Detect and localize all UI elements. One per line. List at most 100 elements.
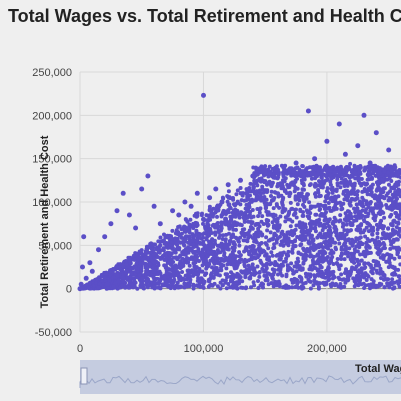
scatter-point bbox=[398, 280, 401, 284]
scatter-point bbox=[208, 276, 213, 281]
scatter-point bbox=[292, 270, 296, 275]
scatter-point bbox=[312, 167, 317, 172]
scatter-point bbox=[389, 168, 394, 173]
scatter-point bbox=[175, 273, 180, 278]
scatter-point bbox=[223, 216, 228, 221]
scatter-point bbox=[246, 197, 251, 202]
scatter-point bbox=[199, 213, 204, 218]
scatter-point bbox=[104, 281, 110, 287]
scatter-point bbox=[208, 242, 213, 247]
scatter-point bbox=[315, 235, 320, 240]
scatter-point bbox=[322, 179, 327, 184]
scatter-point bbox=[375, 235, 380, 240]
scatter-point bbox=[140, 282, 145, 287]
scatter-point bbox=[255, 264, 260, 269]
scatter-point bbox=[293, 160, 299, 166]
range-brush[interactable]: Total Wages bbox=[79, 360, 401, 394]
scatter-point bbox=[242, 227, 247, 232]
scatter-point bbox=[293, 239, 297, 244]
scatter-point bbox=[182, 199, 188, 205]
scatter-point bbox=[361, 198, 366, 203]
scatter-point bbox=[129, 282, 134, 287]
scatter-point bbox=[302, 177, 307, 182]
scatter-point bbox=[301, 260, 306, 265]
scatter-point bbox=[355, 259, 360, 264]
scatter-point bbox=[170, 208, 176, 214]
scatter-point bbox=[339, 176, 344, 181]
scatter-point bbox=[264, 266, 269, 271]
scatter-point bbox=[275, 203, 279, 208]
scatter-point bbox=[297, 264, 302, 269]
scatter-point bbox=[284, 241, 289, 246]
scatter-point bbox=[359, 183, 364, 188]
scatter-point bbox=[214, 252, 219, 257]
scatter-point bbox=[315, 253, 319, 258]
scatter-point bbox=[100, 278, 104, 283]
scatter-point bbox=[311, 260, 316, 265]
scatter-point bbox=[319, 212, 324, 216]
scatter-point bbox=[94, 280, 98, 285]
scatter-point bbox=[134, 253, 139, 258]
scatter-point bbox=[231, 280, 236, 285]
scatter-point bbox=[352, 260, 357, 265]
scatter-point bbox=[302, 252, 307, 257]
scatter-point bbox=[96, 285, 101, 290]
scatter-point bbox=[199, 250, 204, 255]
scatter-point bbox=[282, 179, 287, 184]
scatter-point bbox=[96, 247, 101, 253]
scatter-point bbox=[267, 164, 272, 169]
scatter-point bbox=[394, 211, 398, 215]
scatter-point bbox=[239, 191, 244, 196]
scatter-point bbox=[389, 198, 394, 203]
scatter-point bbox=[369, 206, 374, 211]
scatter-point bbox=[128, 259, 132, 263]
scatter-point bbox=[170, 246, 175, 251]
scatter-point bbox=[365, 221, 370, 226]
scatter-point bbox=[302, 199, 307, 204]
scatter-point bbox=[330, 255, 335, 259]
scatter-point bbox=[315, 272, 320, 277]
scatter-point bbox=[83, 275, 89, 281]
scatter-point bbox=[256, 279, 260, 283]
scatter-point bbox=[144, 244, 149, 249]
scatter-point bbox=[86, 285, 91, 290]
scatter-point bbox=[156, 247, 161, 252]
scatter-point bbox=[283, 176, 288, 181]
scatter-point bbox=[275, 167, 280, 173]
scatter-point bbox=[395, 196, 399, 201]
scatter-point bbox=[349, 173, 355, 179]
scatter-point bbox=[325, 221, 330, 226]
brush-handle[interactable] bbox=[80, 367, 88, 385]
scatter-point bbox=[161, 246, 166, 251]
scatter-point bbox=[393, 267, 398, 272]
scatter-point bbox=[381, 210, 386, 215]
scatter-point bbox=[307, 200, 312, 205]
scatter-point bbox=[225, 257, 230, 262]
scatter-point bbox=[330, 237, 335, 242]
scatter-point bbox=[258, 179, 263, 184]
scatter-point bbox=[348, 211, 353, 216]
scatter-point bbox=[325, 177, 330, 182]
scatter-point bbox=[395, 202, 400, 207]
scatter-point bbox=[254, 251, 258, 256]
scatter-point bbox=[343, 211, 348, 216]
scatter-point bbox=[321, 275, 326, 280]
scatter-point bbox=[377, 198, 382, 203]
scatter-point bbox=[239, 210, 244, 215]
scatter-point bbox=[357, 176, 361, 180]
scatter-point bbox=[193, 260, 198, 265]
brush-track[interactable] bbox=[80, 360, 401, 394]
scatter-point bbox=[373, 130, 379, 136]
scatter-point bbox=[107, 278, 112, 283]
scatter-point bbox=[244, 190, 250, 196]
scatter-point bbox=[295, 256, 300, 261]
scatter-point bbox=[318, 207, 323, 211]
scatter-point bbox=[391, 186, 395, 191]
scatter-point bbox=[352, 256, 357, 261]
scatter-point bbox=[264, 235, 269, 240]
scatter-point bbox=[202, 279, 207, 284]
scatter-point bbox=[335, 262, 340, 266]
scatter-point bbox=[262, 180, 267, 185]
scatter-point bbox=[364, 225, 369, 230]
